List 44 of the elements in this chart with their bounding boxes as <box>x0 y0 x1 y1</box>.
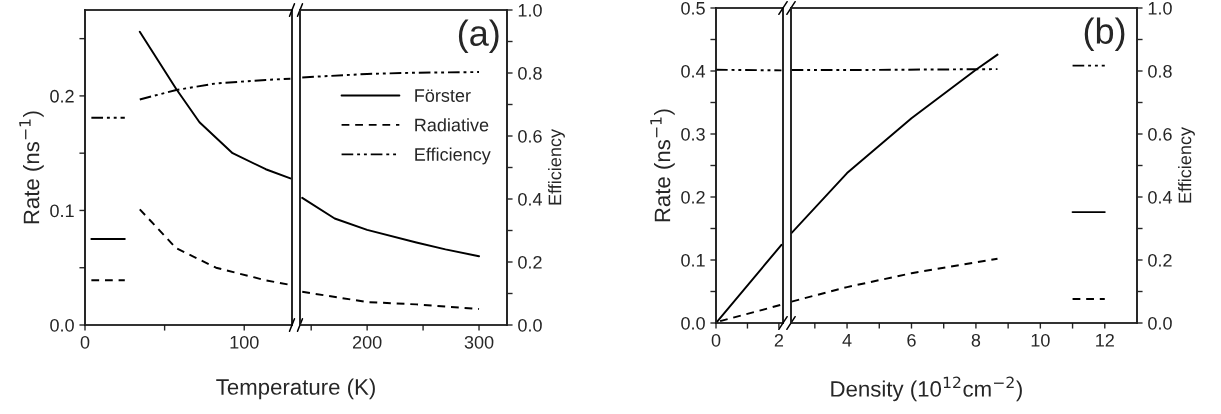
y-tick-label: 0.0 <box>50 318 74 332</box>
y-tick-label: 0.2 <box>50 89 74 103</box>
y2-tick-label: 0.6 <box>1148 127 1172 141</box>
y-axis-title: Rate (ns$^{−1}$) <box>19 111 44 224</box>
y-tick-label: 0.1 <box>681 253 705 267</box>
x-tick-label: 4 <box>842 334 852 347</box>
y-tick-label: 0.0 <box>681 316 705 330</box>
x-tick-label: 8 <box>971 333 981 347</box>
x-tick-label: 0 <box>711 333 721 347</box>
y-tick-label: 0.1 <box>50 204 74 218</box>
y2-tick-label: 0.4 <box>1148 190 1172 204</box>
y2-tick-label: 1.0 <box>1148 1 1172 15</box>
y2-tick-label: 0.6 <box>518 129 542 143</box>
y-tick-label: 0.2 <box>681 190 705 204</box>
y-tick-label: 0.3 <box>681 127 705 141</box>
annotation: (b) <box>1084 17 1125 52</box>
y2-axis-title: Efficiency <box>1178 127 1195 203</box>
y2-tick-label: 0.0 <box>518 318 542 332</box>
x-tick-label: 0 <box>80 335 90 349</box>
y2-tick-label: 0.4 <box>518 192 542 206</box>
annotation: (a) <box>458 19 499 54</box>
y-tick-label: 0.4 <box>681 64 706 78</box>
y2-tick-label: 0.2 <box>1148 253 1172 267</box>
x-tick-label: 100 <box>230 335 259 349</box>
y2-tick-label: 0.0 <box>1148 316 1172 330</box>
y-tick-label: 0.5 <box>681 1 705 15</box>
legend-label: Förster <box>415 89 471 102</box>
x-axis-title: Temperature (K) <box>216 378 375 400</box>
legend-label: Efficiency <box>415 147 491 165</box>
x-tick-label: 6 <box>907 333 916 347</box>
y2-tick-label: 0.8 <box>1148 64 1172 78</box>
x-tick-label: 12 <box>1096 333 1114 347</box>
x-tick-label: 300 <box>464 335 494 349</box>
x-tick-label: 2 <box>774 333 784 347</box>
x-tick-label: 200 <box>352 335 382 349</box>
y2-axis-title: Efficiency <box>548 129 565 205</box>
y2-tick-label: 0.8 <box>518 66 542 80</box>
y2-tick-label: 1.0 <box>518 3 542 17</box>
line-series <box>138 30 292 180</box>
x-axis-title: Density (10$^{12}$cm$^{−2}$) <box>831 376 1022 402</box>
y-axis-title: Rate (ns$^{−1}$) <box>650 109 675 222</box>
x-tick-label: 10 <box>1031 333 1050 347</box>
y2-tick-label: 0.2 <box>518 255 542 269</box>
legend-label: Radiative <box>415 118 489 132</box>
